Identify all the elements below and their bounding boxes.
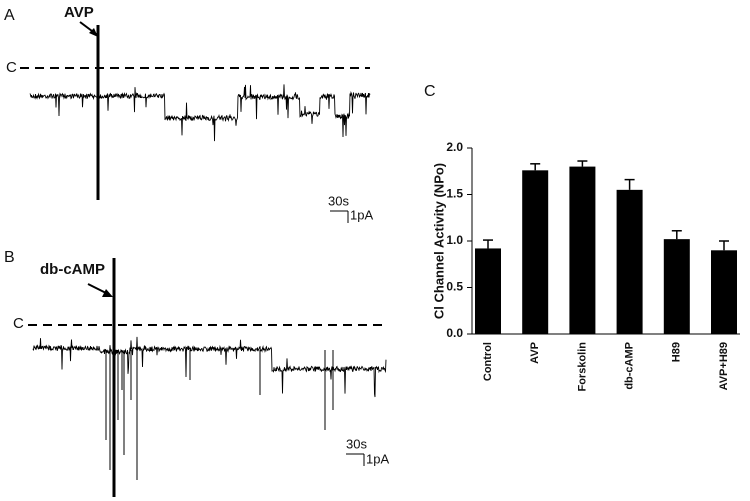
trace [29,84,371,142]
stimulus-label: db-cAMP [40,261,105,278]
stimulus-label: AVP [64,4,94,21]
y-tick-label: 1.5 [446,187,463,201]
x-tick-label: db-cAMP [624,342,636,390]
time-scale-label: 30s [328,193,349,208]
panel-label: C [424,83,436,100]
current-scale-label: 1pA [350,207,373,222]
y-tick-label: 0.5 [446,280,463,294]
arrow-head [89,28,98,37]
y-tick-label: 0.0 [446,326,463,340]
bar [663,239,690,334]
time-scale-label: 30s [346,436,367,451]
y-tick-label: 1.0 [446,233,463,247]
y-axis-label: Cl Channel Activity (NPo) [431,163,446,319]
trace [32,336,387,480]
bar [616,189,643,334]
closed-label: C [13,315,24,332]
x-tick-label: AVP [529,342,541,364]
bar [711,250,737,334]
closed-label: C [6,59,17,76]
bar [475,248,501,334]
bar [522,170,549,334]
panel-label: B [4,249,15,266]
x-tick-label: Control [482,342,494,381]
trace-path [29,84,371,142]
x-tick-label: Forskolin [576,342,588,392]
y-tick-label: 2.0 [446,140,463,154]
arrow-head [102,289,113,297]
x-tick-label: AVP+H89 [718,342,730,390]
current-scale-label: 1pA [366,451,389,466]
trace-path [32,336,387,398]
bar-chart: 0.0 0.5 1.0 1.5 2.0 Control AVP Forskolin db-cAM… [446,140,740,392]
panel-label: A [4,7,15,24]
x-tick-label: H89 [671,342,683,362]
bar [569,166,596,334]
